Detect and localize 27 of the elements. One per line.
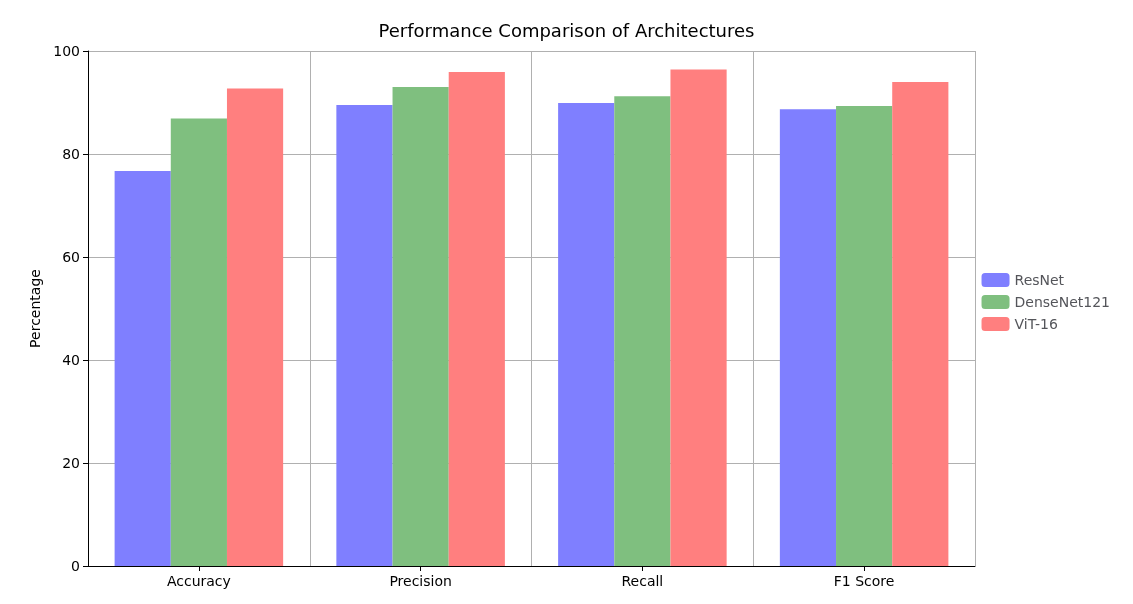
- bar: [779, 109, 837, 566]
- bar: [892, 81, 949, 566]
- bar: [170, 118, 227, 566]
- x-tick-label: Recall: [621, 573, 664, 589]
- x-tick-label: F1 Score: [833, 573, 895, 589]
- y-tick-label: 0: [71, 558, 80, 574]
- x-tick-label: Accuracy: [166, 573, 231, 589]
- y-axis-title: Percentage: [27, 269, 44, 348]
- y-tick-label: 100: [53, 43, 80, 59]
- legend-label: DenseNet121: [1014, 294, 1111, 310]
- bar: [114, 171, 171, 566]
- y-tick-label: 20: [62, 455, 80, 471]
- x-tick-label: Precision: [389, 573, 452, 589]
- bar: [226, 88, 284, 566]
- bar: [836, 106, 893, 566]
- bar: [558, 103, 615, 566]
- bar: [614, 96, 671, 566]
- y-tick-label: 40: [62, 352, 80, 368]
- bar: [448, 72, 505, 566]
- y-tick-label: 60: [62, 249, 80, 265]
- bar: [392, 87, 449, 566]
- legend-label: ViT-16: [1014, 316, 1058, 332]
- bar: [336, 105, 393, 566]
- legend-label: ResNet: [1014, 272, 1065, 288]
- bar: [670, 69, 727, 566]
- chart-title: Performance Comparison of Architectures: [378, 19, 755, 41]
- y-tick-label: 80: [62, 146, 80, 162]
